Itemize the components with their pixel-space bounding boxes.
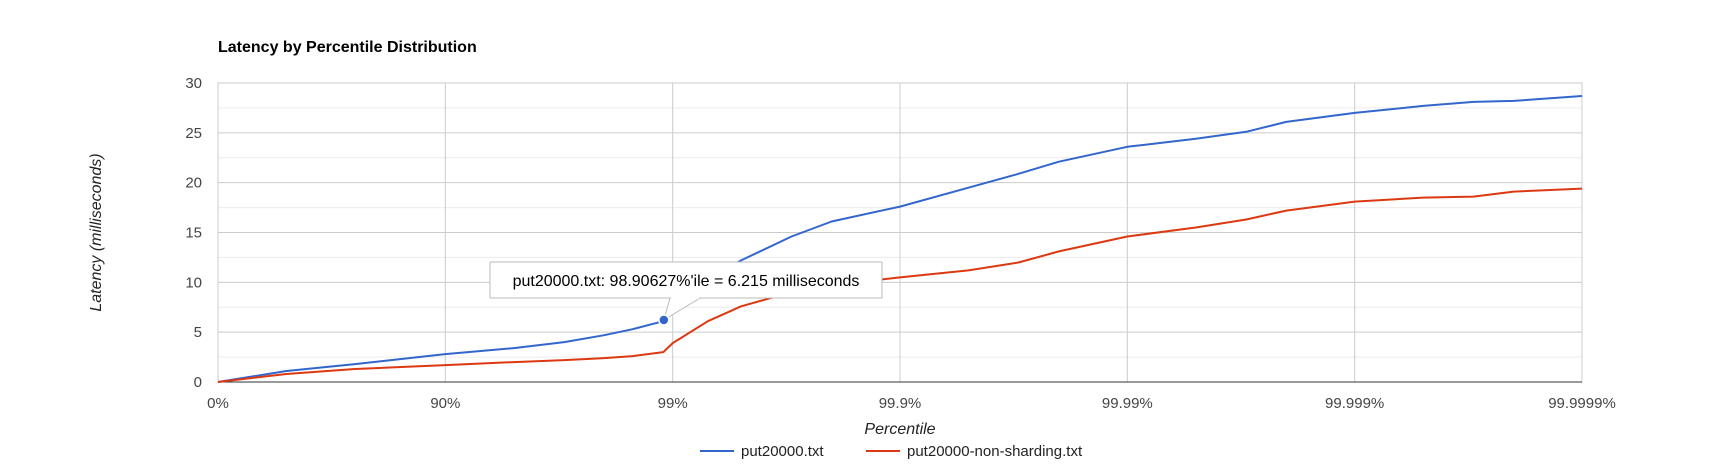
- x-tick-label: 99.9%: [879, 395, 922, 412]
- y-tick-label: 30: [185, 75, 202, 92]
- x-tick-label: 99%: [658, 395, 688, 412]
- y-tick-label: 25: [185, 125, 202, 142]
- tooltip-text: put20000.txt: 98.90627%'ile = 6.215 mill…: [513, 273, 860, 290]
- axes-layer: 0 5 10 15 20 25 30 0% 90% 99% 99.9% 99.99% 99.999% 99…: [185, 75, 1615, 412]
- tooltip-point-marker: [658, 314, 670, 326]
- legend: put20000.txt put20000-non-sharding.txt: [700, 443, 1083, 460]
- x-tick-label: 0%: [207, 395, 229, 412]
- legend-label-2: put20000-non-sharding.txt: [907, 443, 1083, 460]
- y-tick-label: 15: [185, 225, 202, 242]
- y-tick-label: 20: [185, 175, 202, 192]
- y-tick-label: 10: [185, 274, 202, 291]
- x-tick-label: 99.9999%: [1548, 395, 1616, 412]
- y-axis-title: Latency (milliseconds): [88, 153, 105, 311]
- tooltip-pointer: [662, 297, 702, 322]
- x-tick-label: 99.999%: [1325, 395, 1384, 412]
- x-axis-title: Percentile: [864, 421, 935, 438]
- tooltip-box: [489, 261, 883, 299]
- x-tick-label: 90%: [430, 395, 460, 412]
- x-tick-label: 99.99%: [1102, 395, 1153, 412]
- chart-title: Latency by Percentile Distribution: [218, 39, 477, 56]
- y-tick-label: 0: [194, 374, 202, 391]
- legend-label-1: put20000.txt: [741, 443, 824, 460]
- series-line-1: [217, 95, 1583, 383]
- tooltip: put20000.txt: 98.90627%'ile = 6.215 mill…: [489, 261, 883, 326]
- y-tick-label: 5: [194, 324, 202, 341]
- grid-layer: [217, 82, 1583, 383]
